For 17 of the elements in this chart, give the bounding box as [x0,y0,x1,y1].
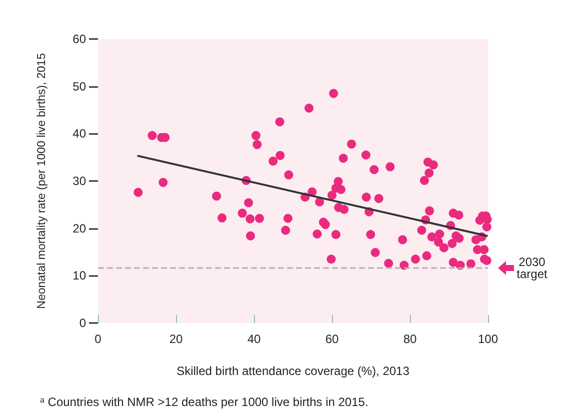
y-tick-label: 50 [72,79,86,94]
x-tick-label: 20 [169,332,183,346]
y-tick-label: 40 [72,126,86,141]
x-tick-label: 100 [478,332,498,346]
x-axis-title: Skilled birth attendance coverage (%), 2013 [176,364,410,378]
x-tick-label: 60 [325,332,339,346]
x-tick-label: 40 [247,332,261,346]
x-tick-label: 0 [94,332,102,346]
y-tick-label: 0 [79,316,86,330]
ref-line-label: 2030 target [516,255,548,282]
y-tick-label: 30 [72,174,86,188]
text: a Countries with NMR >12 deaths per 1000 live births in 2015. [40,395,368,409]
y-tick-label: 20 [72,221,86,236]
y-tick-label: 10 [72,268,86,283]
x-tick-label: 80 [403,332,417,346]
y-axis-title: Neonatal mortality rate (per 1000 live births), 2015 [36,53,48,309]
y-tick-label: 60 [72,32,86,46]
